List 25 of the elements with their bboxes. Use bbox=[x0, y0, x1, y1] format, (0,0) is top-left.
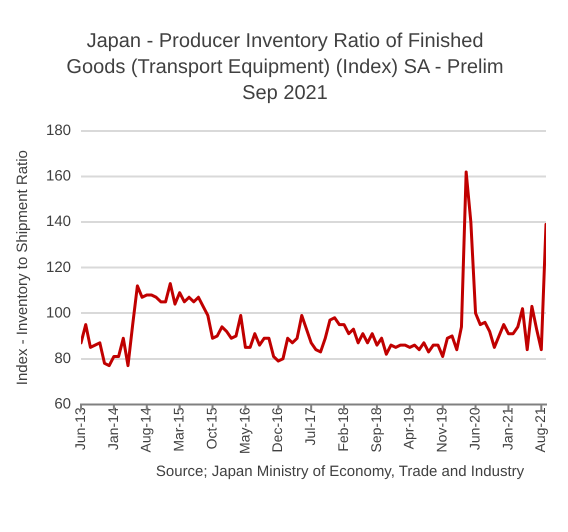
source-note: Source; Japan Ministry of Economy, Trade and Industry bbox=[154, 462, 526, 482]
y-tick-label: 160 bbox=[46, 168, 72, 185]
y-tick-label: 180 bbox=[46, 122, 72, 140]
y-tick-label: 60 bbox=[54, 395, 72, 412]
x-tick-label: Aug-14 bbox=[138, 407, 154, 452]
x-tick-label: May-16 bbox=[236, 407, 252, 454]
x-tick-label: Mar-15 bbox=[170, 407, 187, 452]
x-tick-label: Jul-17 bbox=[302, 407, 318, 446]
y-tick-label: 100 bbox=[46, 304, 72, 322]
x-tick-label: Jun-20 bbox=[466, 407, 482, 450]
x-tick-label: Aug-21 bbox=[532, 407, 548, 452]
y-tick-label: 120 bbox=[46, 258, 72, 276]
y-tick-label: 140 bbox=[46, 213, 72, 230]
x-tick-label: Jan-14 bbox=[104, 407, 121, 450]
x-tick-label: Oct-15 bbox=[203, 407, 220, 450]
chart-title: Japan - Producer Inventory Ratio of Finished Goods (Transport Equipment) (Index) SA - Prelim Sep 2021 bbox=[65, 29, 505, 106]
x-tick-label: Feb-18 bbox=[334, 407, 351, 452]
x-tick-label: Nov-19 bbox=[434, 407, 450, 452]
y-axis-title: Index - Inventory to Shipment Ratio bbox=[14, 150, 32, 386]
x-tick-label: Jun-13 bbox=[72, 407, 88, 450]
x-tick-label: Jan-21 bbox=[499, 407, 516, 450]
y-tick-label: 80 bbox=[54, 350, 72, 367]
x-tick-label: Sep-18 bbox=[368, 407, 384, 452]
x-tick-label: Dec-16 bbox=[269, 407, 286, 452]
x-tick-label: Apr-19 bbox=[400, 407, 417, 450]
